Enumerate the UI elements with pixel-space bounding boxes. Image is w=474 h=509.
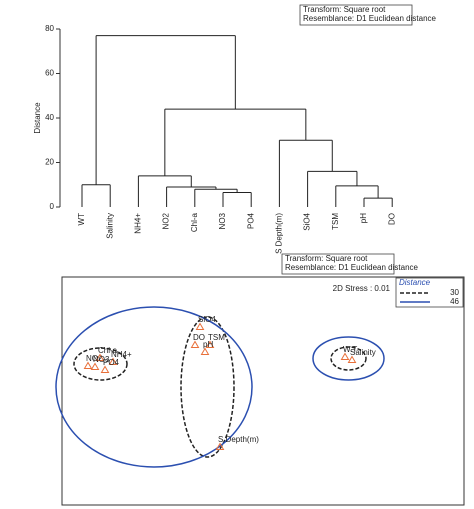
legend-label: 46 <box>450 297 459 306</box>
cluster-contour <box>55 306 253 468</box>
leaf-label: NH4+ <box>134 213 143 234</box>
y-tick-label: 60 <box>45 69 54 78</box>
y-tick-label: 20 <box>45 158 54 167</box>
point <box>83 361 93 369</box>
point <box>100 365 110 373</box>
leaf-label: S Depth(m) <box>275 213 284 254</box>
note-line: Transform: Square root <box>285 254 368 263</box>
point <box>195 322 205 330</box>
leaf-label: SiO4 <box>303 212 312 230</box>
point <box>108 357 118 365</box>
leaf-label: PO4 <box>246 212 255 229</box>
point-label: TSM <box>208 333 225 342</box>
leaf-label: DO <box>387 213 396 225</box>
y-axis-label: Distance <box>33 102 42 134</box>
leaf-label: TSM <box>331 213 340 230</box>
point <box>340 352 350 360</box>
point-label: SiO4 <box>198 315 216 324</box>
point <box>215 442 225 450</box>
nmds-plot: Transform: Square root Resemblance: D1 E… <box>55 253 465 506</box>
point <box>205 340 215 348</box>
point-label: S Depth(m) <box>218 435 259 444</box>
point-label: NH4+ <box>111 350 132 359</box>
legend-label: 30 <box>450 288 459 297</box>
note-box <box>281 253 395 275</box>
cluster-contour <box>73 347 128 381</box>
point-label: Chl-a <box>98 346 118 355</box>
point-label: pH <box>203 340 213 349</box>
y-tick-label: 0 <box>50 202 55 211</box>
note-box <box>299 4 413 26</box>
leaf-label: Chl-a <box>190 212 199 232</box>
stress-label: 2D Stress : 0.01 <box>333 284 391 293</box>
point-label: Salinity <box>350 348 376 357</box>
point-label: NO3 <box>93 355 110 364</box>
leaf-label: NO2 <box>162 212 171 229</box>
leaf-label: pH <box>359 213 368 223</box>
note-line: Resemblance: D1 Euclidean distance <box>285 263 419 272</box>
y-tick-label: 80 <box>45 24 54 33</box>
point-label: NO2 <box>86 354 103 363</box>
cluster-contour <box>312 336 385 381</box>
cluster-contour <box>330 346 367 371</box>
dendrogram: Transform: Square root Resemblance: D1 E… <box>33 4 437 254</box>
y-tick-label: 40 <box>45 113 54 122</box>
point <box>190 340 200 348</box>
point-label: PO4 <box>103 358 120 367</box>
cluster-contour <box>180 316 235 458</box>
point <box>95 353 105 361</box>
point <box>347 355 357 363</box>
point-label: DO <box>193 333 205 342</box>
point-label: W.T <box>343 345 357 354</box>
legend-title: Distance <box>399 278 431 287</box>
point <box>90 362 100 370</box>
note-line: Transform: Square root <box>303 5 386 14</box>
leaf-label: Salinity <box>105 213 114 239</box>
leaf-label: NO3 <box>218 212 227 229</box>
plot-frame <box>61 276 465 506</box>
point <box>200 347 210 355</box>
note-line: Resemblance: D1 Euclidean distance <box>303 14 437 23</box>
leaf-label: WT <box>77 213 86 226</box>
